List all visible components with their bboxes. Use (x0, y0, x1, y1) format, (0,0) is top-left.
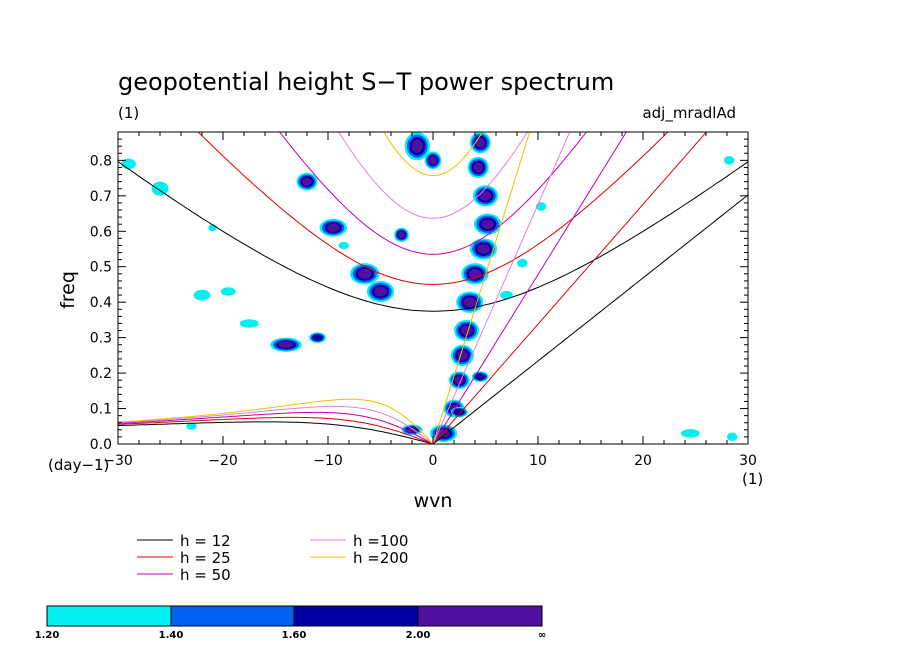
x-tick-label: 10 (529, 453, 547, 469)
colorbar-label: 1.60 (282, 630, 307, 641)
legend-label-h12: h = 12 (180, 532, 231, 550)
spectral-blob-27-level-0 (220, 287, 236, 296)
y-tick-label: 0.7 (90, 189, 112, 205)
spectral-blob-24-level-0 (151, 181, 169, 196)
spectral-blob-34-level-0 (723, 156, 735, 165)
legend-label-h25: h = 25 (180, 549, 231, 567)
colorbar-segment (170, 605, 295, 627)
gravity-curve-h100 (338, 132, 528, 219)
spectral-blob-33-level-0 (727, 432, 738, 442)
spectral-blob-19-level-3 (278, 341, 294, 348)
chart-title: geopotential height S−T power spectrum (118, 68, 614, 96)
rossby-curve-h12 (118, 421, 434, 444)
colorbar-label: ∞ (538, 630, 546, 641)
chart-subtitle-right: adj_mradlAd (642, 104, 736, 123)
rossby-curve-h25 (118, 416, 434, 444)
spectral-blob-6-level-3 (463, 297, 477, 308)
rossby-curve-h50 (118, 411, 434, 444)
spectral-blob-7-level-3 (460, 325, 473, 336)
x-unit-label: (1) (742, 470, 763, 488)
colorbar: 1.20 1.40 1.60 2.00 ∞ (35, 605, 546, 641)
x-tick-label: 0 (429, 453, 438, 469)
spectral-blob-3-level-3 (481, 219, 494, 230)
spectral-blob-26-level-0 (193, 289, 211, 301)
gravity-curve-h200 (383, 132, 483, 177)
spectral-blob-28-level-0 (239, 319, 259, 328)
spectral-blob-23-level-2 (474, 373, 486, 381)
spectral-blob-18-level-3 (374, 286, 387, 297)
legend-label-h200: h =200 (353, 549, 408, 567)
colorbar-segment (46, 605, 172, 627)
y-tick-label: 0.4 (90, 295, 112, 311)
spectral-blob-13-level-3 (429, 156, 437, 165)
spectral-blob-29-level-0 (500, 290, 513, 300)
rossby-curve-h100 (118, 405, 434, 444)
y-tick-label: 0.5 (90, 260, 112, 276)
spectral-blob-32-level-0 (680, 429, 700, 438)
colorbar-segment (293, 605, 419, 627)
chart-subtitle-left: (1) (118, 104, 139, 122)
colorbar-label: 1.20 (35, 630, 60, 641)
y-tick-label: 0.0 (90, 437, 112, 453)
y-tick-label: 0.3 (90, 331, 112, 347)
x-tick-label: −30 (103, 453, 133, 469)
spectral-blob-2-level-3 (479, 190, 492, 201)
spectrum-contours (121, 132, 738, 443)
legend-label-h100: h =100 (353, 532, 408, 550)
dispersion-curves (118, 132, 748, 444)
gravity-curve-h50 (278, 132, 588, 255)
spectral-blob-30-level-0 (517, 258, 528, 268)
spectral-blob-16-level-3 (398, 231, 405, 239)
y-tick-label: 0.1 (90, 402, 112, 418)
x-tick-label: −20 (208, 453, 238, 469)
colorbar-label: 2.00 (406, 630, 431, 641)
spectral-blob-20-level-2 (312, 334, 323, 342)
y-tick-label: 0.2 (90, 366, 112, 382)
plot-frame (117, 131, 749, 445)
gravity-curve-h25 (197, 132, 669, 285)
kelvin-curve-h200 (432, 132, 531, 444)
y-axis: 0.0 0.1 0.2 0.3 0.4 0.5 0.6 0.7 0.8 (90, 131, 748, 453)
rossby-curve-h200 (118, 398, 434, 444)
kelvin-curve-h100 (432, 132, 571, 444)
x-axis: −30 −20 −10 0 10 20 30 (103, 132, 757, 469)
gravity-curve-h12 (118, 161, 748, 312)
kelvin-curve-h50 (432, 132, 627, 444)
spectral-blob-8-level-3 (457, 350, 468, 361)
spectral-blob-17-level-3 (357, 268, 372, 279)
kelvin-curve-h25 (432, 132, 708, 444)
spectral-blob-15-level-3 (326, 223, 340, 232)
spectral-blob-35-level-0 (186, 422, 197, 430)
colorbar-label: 1.40 (159, 630, 184, 641)
y-tick-label: 0.8 (90, 153, 112, 169)
x-axis-label: wvn (414, 490, 453, 512)
kelvin-curve-h12 (432, 194, 748, 444)
spectral-blob-21-level-3 (407, 427, 417, 433)
spectral-blob-14-level-3 (302, 177, 312, 186)
spectral-blob-12-level-3 (411, 139, 424, 153)
y-axis-label: freq (57, 271, 79, 309)
x-tick-label: 20 (634, 453, 652, 469)
spectral-blob-4-level-3 (477, 244, 490, 254)
x-tick-label: −10 (313, 453, 343, 469)
spectral-blob-36-level-0 (338, 241, 349, 249)
y-unit-label: (day−1) (48, 456, 109, 474)
spectral-blob-0-level-3 (475, 137, 486, 148)
spectral-blob-1-level-3 (473, 162, 483, 173)
colorbar-segment (417, 605, 543, 627)
legend-label-h50: h = 50 (180, 566, 231, 584)
y-tick-label: 0.6 (90, 224, 112, 240)
x-tick-label: 30 (739, 453, 757, 469)
